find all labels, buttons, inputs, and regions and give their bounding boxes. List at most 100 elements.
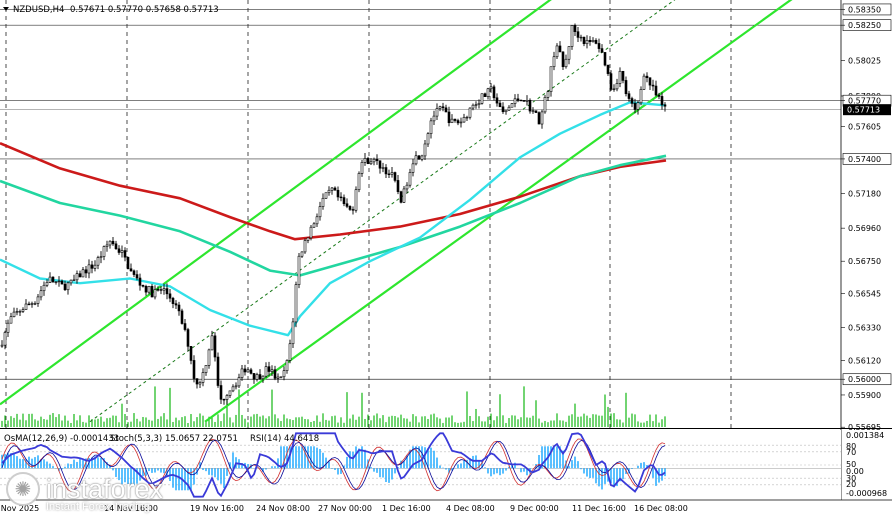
candle-bear <box>252 373 256 380</box>
candle-bear <box>456 120 460 124</box>
candle-bull <box>15 311 19 313</box>
oscillator-tick-label: 20 <box>846 480 856 489</box>
candle-bear <box>657 94 661 97</box>
candlesticks <box>0 23 667 405</box>
candle-bear <box>78 273 82 278</box>
candle-bull <box>96 257 100 266</box>
candle-bear <box>165 288 169 295</box>
candle-bull <box>48 276 52 283</box>
time-tick-label: 1 Dec 16:00 <box>382 504 431 513</box>
time-tick-label: 27 Nov 00:00 <box>318 504 372 513</box>
candle-bear <box>144 286 148 293</box>
candle-bull <box>540 111 544 125</box>
price-tick-label: 0.57770 <box>848 97 881 106</box>
candle-bull <box>369 161 373 165</box>
candle-bear <box>516 98 520 101</box>
candle-bull <box>306 237 310 241</box>
candle-bear <box>123 250 127 258</box>
candle-bear <box>129 268 133 272</box>
candle-bull <box>54 281 58 283</box>
candle-bear <box>222 398 226 401</box>
candle-bull <box>42 284 46 292</box>
brand-slogan: Instant Forex Trading <box>46 501 150 513</box>
candle-bull <box>432 115 436 122</box>
oscillator-tick-label: 50 <box>846 460 856 469</box>
brand-name: instaforex <box>46 473 164 504</box>
candle-bull <box>435 108 439 117</box>
symbol-dropdown-icon[interactable] <box>3 7 9 11</box>
candle-bear <box>534 110 538 113</box>
candle-bull <box>228 390 232 396</box>
candle-bear <box>336 189 340 198</box>
candle-bull <box>270 369 274 372</box>
candle-bull <box>147 286 151 293</box>
candle-bull <box>69 279 73 284</box>
candle-bear <box>186 329 190 347</box>
current-price-box <box>843 104 891 116</box>
candle-bear <box>444 107 448 113</box>
candle-bear <box>630 98 634 104</box>
candle-bear <box>216 356 220 386</box>
candle-bull <box>207 349 211 366</box>
candle-bull <box>480 93 484 104</box>
candle-bull <box>153 289 157 298</box>
candle-bull <box>504 109 508 113</box>
oscillator-tick-label: 80 <box>846 442 856 451</box>
candle-bull <box>201 372 205 383</box>
candle-bull <box>105 244 109 247</box>
candle-bear <box>621 70 625 81</box>
candle-bull <box>99 256 103 258</box>
rsi-label: RSI(14) 44.6418 <box>250 434 319 444</box>
candle-bear <box>492 86 496 99</box>
candle-bull <box>474 104 478 106</box>
candle-bull <box>438 106 442 109</box>
candle-bull <box>402 188 406 203</box>
time-tick-label: 19 Nov 16:00 <box>190 504 244 513</box>
candle-bull <box>75 273 79 281</box>
candle-bear <box>573 25 577 33</box>
candle-bear <box>483 93 487 97</box>
stoch-label: Stoch(5,3,3) 15.0657 22.0751 <box>110 434 238 444</box>
candle-bear <box>603 52 607 66</box>
candle-bear <box>339 196 343 199</box>
candle-bull <box>636 102 640 110</box>
candle-bull <box>33 303 37 305</box>
candle-bull <box>486 88 490 97</box>
candle-bull <box>543 97 547 113</box>
candle-bull <box>210 335 214 351</box>
candle-bull <box>510 103 514 108</box>
candle-bull <box>459 121 463 124</box>
candle-bear <box>597 43 601 49</box>
candle-bull <box>585 40 589 45</box>
candle-bull <box>408 172 412 186</box>
candle-bear <box>348 206 352 210</box>
price-tick-label: 0.56120 <box>848 356 881 365</box>
instaforex-logo: ✺ instaforex Instant Forex Trading <box>6 472 164 513</box>
candle-bull <box>324 192 328 199</box>
candle-bull <box>591 40 595 42</box>
candle-bear <box>660 96 664 106</box>
candle-bull <box>261 375 265 380</box>
ema50-line <box>0 101 667 337</box>
candle-bull <box>411 163 415 173</box>
candle-bull <box>102 246 106 257</box>
candle-bull <box>225 395 229 400</box>
candle-bull <box>276 376 280 379</box>
candle-bull <box>309 226 313 239</box>
candle-bear <box>180 310 184 324</box>
candle-bear <box>537 112 541 125</box>
oscillators <box>0 432 841 498</box>
candle-bull <box>36 296 40 304</box>
candle-bear <box>126 256 130 270</box>
moving-averages <box>0 101 667 337</box>
candle-bear <box>582 36 586 45</box>
candle-bull <box>546 91 550 98</box>
candle-bull <box>300 251 304 257</box>
candle-bull <box>291 321 295 345</box>
rsi-line <box>1 432 666 498</box>
candle-bull <box>327 189 331 194</box>
candle-bear <box>600 48 604 53</box>
candle-bull <box>198 382 202 385</box>
